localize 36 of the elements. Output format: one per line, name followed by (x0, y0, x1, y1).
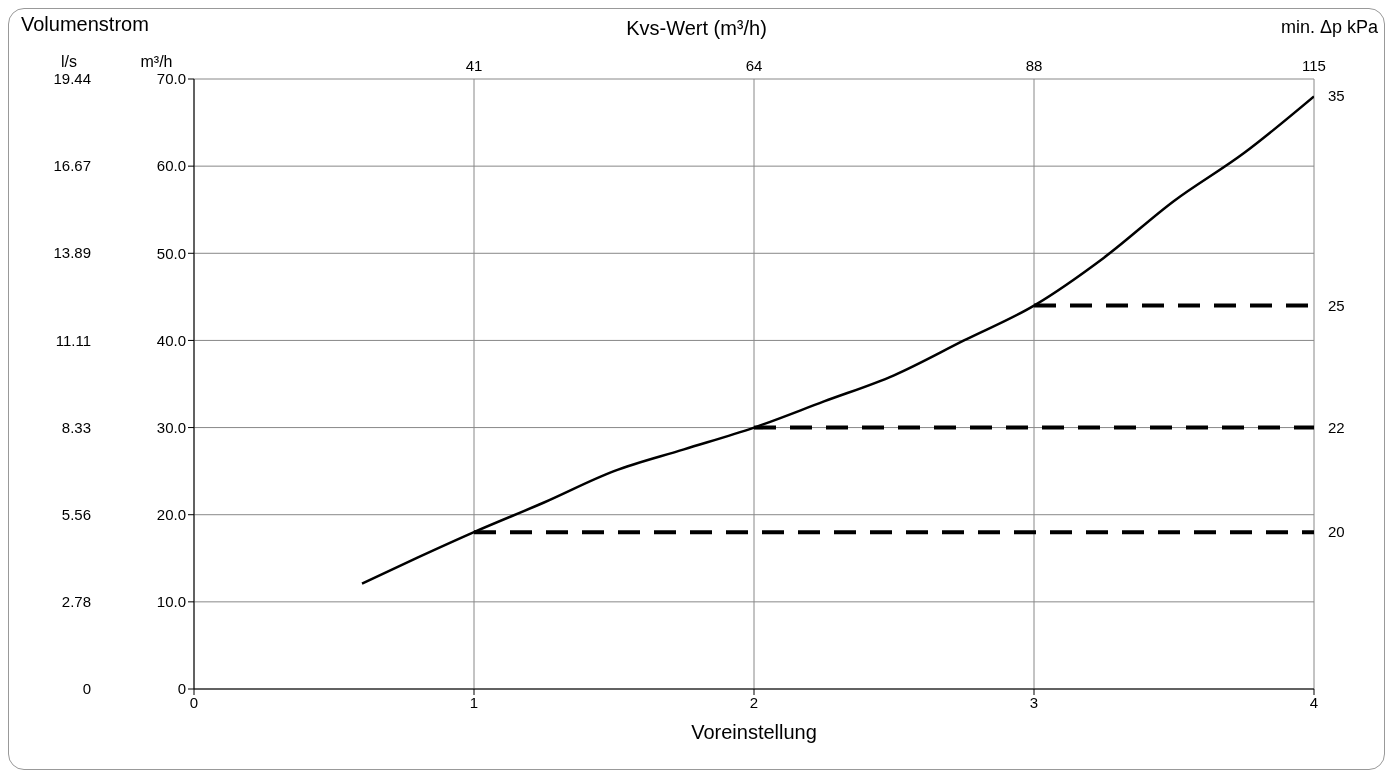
y2-tick-label: 13.89 (53, 244, 91, 262)
text: 20 (1328, 523, 1345, 541)
y-tick-label: 50.0 (156, 244, 186, 262)
text: 115 (1302, 57, 1326, 74)
y2-axis-title: l/s (61, 53, 77, 70)
x-tick-label: 2 (749, 693, 759, 711)
x-tick-label: 1 (469, 693, 479, 711)
y2-tick-label: 2.78 (61, 593, 91, 611)
line-series (360, 95, 1314, 585)
x-axis-title: Voreinstellung (691, 721, 817, 743)
y-tick-label: 70.0 (156, 70, 186, 88)
x-tick-label: 4 (1309, 693, 1319, 711)
y2-tick-label: 16.67 (53, 157, 91, 175)
y-tick-label: 40.0 (156, 331, 186, 349)
x-tick-label: 0 (189, 693, 199, 711)
x-tick-label: 3 (1029, 693, 1039, 711)
y-axis-title: m³/h (140, 53, 173, 70)
y2-tick-label: 0 (82, 680, 91, 698)
y2-tick-label: 11.11 (55, 331, 91, 349)
y-tick-label: 30.0 (156, 418, 186, 436)
text: 88 (1025, 57, 1043, 74)
y2-tick-label: 8.33 (61, 418, 91, 436)
y2-tick-label: 19.44 (53, 70, 91, 88)
text: 35 (1328, 87, 1345, 105)
y3-axis-title: min. Δp kPa (1280, 17, 1378, 38)
x2-axis-title: Kvs-Wert (m³/h) (626, 17, 767, 39)
text: 25 (1328, 296, 1345, 314)
y-tick-label: 10.0 (156, 593, 186, 611)
text: Volumenstrom (21, 13, 149, 36)
y-tick-label: 20.0 (156, 506, 186, 524)
text: 64 (745, 57, 763, 74)
text: 41 (465, 57, 483, 74)
y-tick-label: 0 (177, 680, 186, 698)
text: 22 (1328, 418, 1345, 436)
y2-tick-label: 5.56 (61, 505, 91, 523)
y-tick-label: 60.0 (156, 157, 186, 175)
